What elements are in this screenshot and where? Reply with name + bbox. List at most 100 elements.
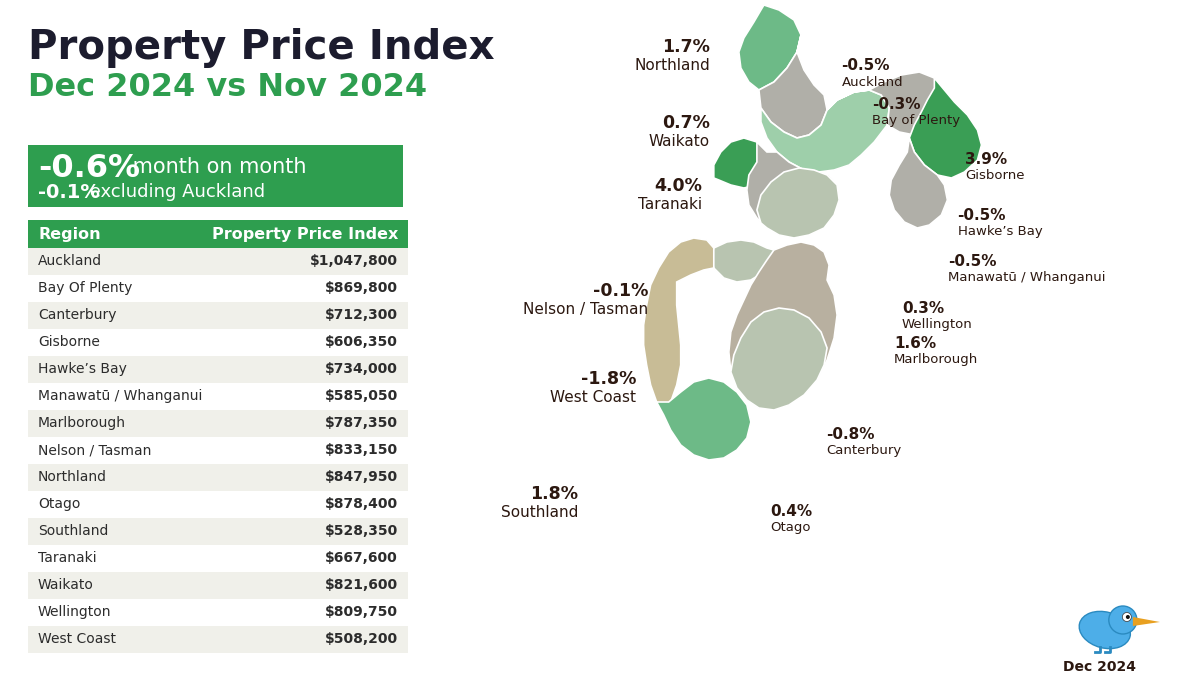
Polygon shape xyxy=(739,5,801,90)
FancyBboxPatch shape xyxy=(28,491,408,518)
Text: Gisborne: Gisborne xyxy=(38,335,99,349)
Text: $712,300: $712,300 xyxy=(325,308,398,322)
Circle shape xyxy=(1109,606,1137,634)
Text: -0.6%: -0.6% xyxy=(38,153,139,184)
FancyBboxPatch shape xyxy=(28,626,408,653)
FancyBboxPatch shape xyxy=(28,437,408,464)
FancyBboxPatch shape xyxy=(28,545,408,572)
Text: Wellington: Wellington xyxy=(38,605,111,619)
Polygon shape xyxy=(657,378,751,460)
Text: -0.1%: -0.1% xyxy=(592,281,648,300)
Text: -0.3%: -0.3% xyxy=(872,97,921,112)
Text: Manawatū / Whanganui: Manawatū / Whanganui xyxy=(948,272,1105,284)
Text: Manawatū / Whanganui: Manawatū / Whanganui xyxy=(38,389,202,403)
Text: Property Price Index: Property Price Index xyxy=(28,28,494,68)
Text: Nelson / Tasman: Nelson / Tasman xyxy=(522,302,648,316)
Text: Southland: Southland xyxy=(501,505,578,519)
FancyBboxPatch shape xyxy=(28,356,408,383)
Circle shape xyxy=(1123,612,1131,622)
Text: Otago: Otago xyxy=(771,522,811,534)
Text: Marlborough: Marlborough xyxy=(38,416,126,430)
Polygon shape xyxy=(710,240,774,282)
FancyBboxPatch shape xyxy=(28,599,408,626)
Text: $606,350: $606,350 xyxy=(325,335,398,349)
Text: $734,000: $734,000 xyxy=(325,362,398,376)
Text: $528,350: $528,350 xyxy=(325,524,398,538)
FancyBboxPatch shape xyxy=(28,572,408,599)
Text: Taranaki: Taranaki xyxy=(38,551,97,565)
Text: Property Price Index: Property Price Index xyxy=(212,227,398,242)
Text: Nelson / Tasman: Nelson / Tasman xyxy=(38,443,151,457)
FancyBboxPatch shape xyxy=(28,302,408,329)
Text: Otago: Otago xyxy=(38,497,80,511)
FancyBboxPatch shape xyxy=(28,220,408,248)
Text: 4.0%: 4.0% xyxy=(655,176,702,195)
FancyBboxPatch shape xyxy=(28,410,408,437)
Text: $833,150: $833,150 xyxy=(325,443,398,457)
Text: excluding Auckland: excluding Auckland xyxy=(84,183,265,201)
Text: Waikato: Waikato xyxy=(38,578,93,592)
Text: $847,950: $847,950 xyxy=(325,470,398,484)
Text: Canterbury: Canterbury xyxy=(826,444,901,457)
Text: -0.8%: -0.8% xyxy=(826,428,875,442)
Ellipse shape xyxy=(1079,611,1130,649)
Text: $809,750: $809,750 xyxy=(325,605,398,619)
Text: Hawke’s Bay: Hawke’s Bay xyxy=(38,362,126,376)
Text: 3.9%: 3.9% xyxy=(966,152,1007,167)
Text: Canterbury: Canterbury xyxy=(38,308,117,322)
Text: 0.7%: 0.7% xyxy=(662,113,710,132)
Text: -0.5%: -0.5% xyxy=(948,255,996,270)
Text: 1.6%: 1.6% xyxy=(894,337,936,351)
Text: Auckland: Auckland xyxy=(38,254,102,268)
Text: Marlborough: Marlborough xyxy=(894,354,979,366)
Text: 0.4%: 0.4% xyxy=(771,505,812,519)
Text: month on month: month on month xyxy=(126,157,306,177)
Text: $667,600: $667,600 xyxy=(325,551,398,565)
Text: Waikato: Waikato xyxy=(649,134,710,148)
Text: Gisborne: Gisborne xyxy=(966,169,1025,181)
Text: 1.7%: 1.7% xyxy=(662,38,710,56)
Text: $869,800: $869,800 xyxy=(325,281,398,295)
Polygon shape xyxy=(759,35,827,138)
FancyBboxPatch shape xyxy=(28,329,408,356)
Text: Hawke’s Bay: Hawke’s Bay xyxy=(957,225,1043,237)
Text: Dec 2024 vs Nov 2024: Dec 2024 vs Nov 2024 xyxy=(28,72,427,103)
Polygon shape xyxy=(761,90,889,172)
FancyBboxPatch shape xyxy=(28,518,408,545)
Text: -1.8%: -1.8% xyxy=(582,370,636,388)
Polygon shape xyxy=(1132,617,1160,626)
Text: West Coast: West Coast xyxy=(551,391,636,405)
Circle shape xyxy=(1125,615,1130,619)
Polygon shape xyxy=(714,138,771,188)
Polygon shape xyxy=(730,308,827,410)
Text: $585,050: $585,050 xyxy=(325,389,398,403)
Text: Taranaki: Taranaki xyxy=(638,197,702,211)
Polygon shape xyxy=(644,238,714,415)
Polygon shape xyxy=(747,142,839,238)
Polygon shape xyxy=(769,242,829,295)
Text: Northland: Northland xyxy=(38,470,108,484)
Text: -0.5%: -0.5% xyxy=(957,208,1006,223)
FancyBboxPatch shape xyxy=(28,248,408,275)
Text: Bay of Plenty: Bay of Plenty xyxy=(872,114,961,127)
Text: $821,600: $821,600 xyxy=(325,578,398,592)
FancyBboxPatch shape xyxy=(28,275,408,302)
Text: $508,200: $508,200 xyxy=(325,632,398,646)
Text: 1.8%: 1.8% xyxy=(531,484,578,503)
Text: Bay Of Plenty: Bay Of Plenty xyxy=(38,281,132,295)
Text: Region: Region xyxy=(38,227,100,242)
Text: Dec 2024: Dec 2024 xyxy=(1064,660,1136,674)
Polygon shape xyxy=(729,242,837,410)
Polygon shape xyxy=(909,78,981,178)
FancyBboxPatch shape xyxy=(28,464,408,491)
Text: -0.1%: -0.1% xyxy=(38,183,99,202)
Text: -0.5%: -0.5% xyxy=(842,59,890,74)
Text: Wellington: Wellington xyxy=(902,318,973,331)
Text: $1,047,800: $1,047,800 xyxy=(310,254,398,268)
Text: $878,400: $878,400 xyxy=(325,497,398,511)
Text: Southland: Southland xyxy=(38,524,109,538)
Text: Auckland: Auckland xyxy=(842,76,903,88)
Text: West Coast: West Coast xyxy=(38,632,116,646)
Polygon shape xyxy=(827,72,948,135)
Text: 0.3%: 0.3% xyxy=(902,302,944,316)
